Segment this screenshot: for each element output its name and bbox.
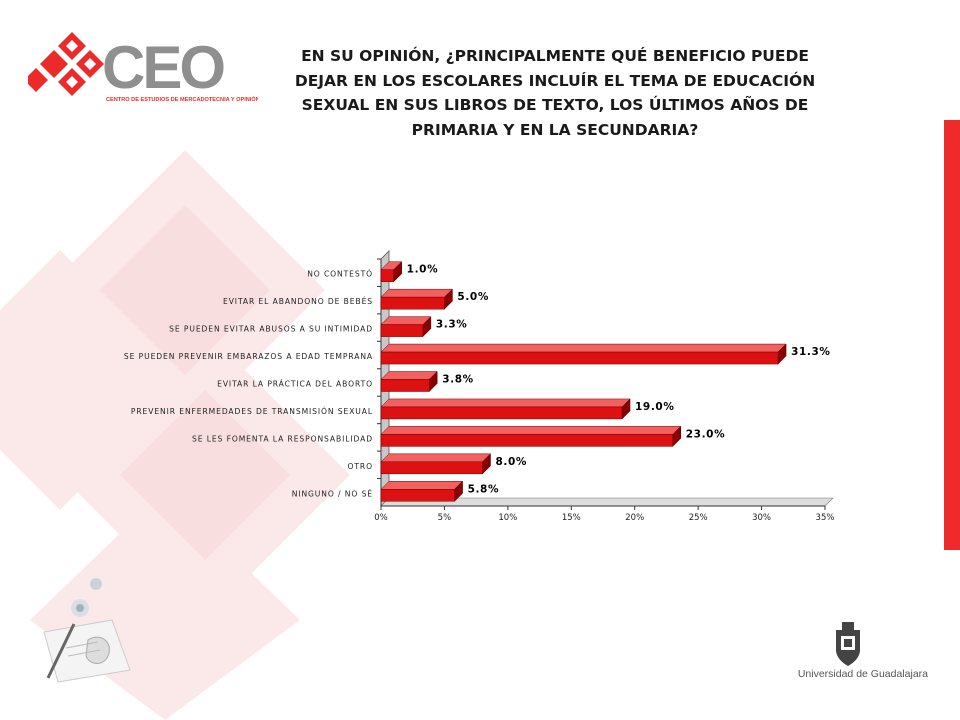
- bar-top: [380, 343, 787, 353]
- bar: [380, 269, 394, 282]
- accent-stripe: [944, 120, 960, 550]
- logo-subtitle: CENTRO DE ESTUDIOS DE MERCADOTECNIA Y OP…: [106, 95, 258, 103]
- category-label: OTRO: [348, 462, 373, 471]
- x-tick-label: 5%: [438, 513, 452, 523]
- bar: [380, 296, 445, 310]
- x-tick-label: 0%: [374, 513, 388, 523]
- bar-top: [380, 398, 631, 408]
- x-tick-label: 15%: [562, 513, 581, 523]
- value-label: 1.0%: [407, 264, 439, 276]
- bar: [380, 351, 779, 365]
- ceo-logo: CEO CENTRO DE ESTUDIOS DE MERCADOTECNIA …: [28, 32, 258, 103]
- logo-diamonds-icon: [28, 32, 104, 96]
- bar-top: [380, 426, 682, 435]
- value-label: 23.0%: [686, 428, 725, 440]
- bar-top: [380, 453, 492, 463]
- bar-top: [380, 481, 464, 490]
- stationery-illustration-icon: [43, 578, 131, 683]
- bar: [380, 489, 455, 502]
- category-label: NO CONTESTÓ: [307, 270, 373, 279]
- x-tick-label: 25%: [689, 513, 708, 523]
- bar: [380, 461, 483, 475]
- value-label: 31.3%: [791, 346, 830, 358]
- bar-top: [380, 288, 454, 298]
- category-label: EVITAR EL ABANDONO DE BEBÉS: [223, 297, 373, 306]
- bar: [380, 434, 674, 447]
- bar: [380, 406, 623, 420]
- value-label: 3.8%: [442, 374, 474, 386]
- logo-text: CEO: [102, 34, 224, 101]
- x-tick-label: 30%: [752, 513, 771, 523]
- university-seal-icon: [836, 622, 860, 666]
- value-label: 3.3%: [436, 319, 468, 331]
- value-label: 5.0%: [457, 291, 489, 303]
- category-label: EVITAR LA PRÁCTICA DEL ABORTO: [217, 380, 373, 389]
- value-label: 8.0%: [495, 456, 527, 468]
- value-label: 19.0%: [635, 401, 674, 413]
- value-label: 5.8%: [468, 483, 500, 495]
- category-label: SE PUEDEN PREVENIR EMBARAZOS A EDAD TEMP…: [124, 352, 373, 361]
- category-label: NINGUNO / NO SÉ: [292, 489, 373, 498]
- page-title: EN SU OPINIÓN, ¿PRINCIPALMENTE QUÉ BENEF…: [294, 47, 816, 139]
- x-tick-label: 20%: [625, 513, 644, 523]
- bar-top: [380, 371, 438, 380]
- category-label: SE LES FOMENTA LA RESPONSABILIDAD: [192, 434, 373, 443]
- bar: [380, 324, 424, 337]
- category-label: SE PUEDEN EVITAR ABUSOS A SU INTIMIDAD: [169, 325, 373, 334]
- university-name: Universidad de Guadalajara: [797, 668, 928, 680]
- bar: [380, 379, 430, 392]
- category-label: PREVENIR ENFERMEDADES DE TRANSMISIÓN SEX…: [131, 407, 373, 416]
- x-tick-label: 10%: [498, 513, 517, 523]
- bar-top: [380, 316, 432, 325]
- x-tick-label: 35%: [816, 513, 835, 523]
